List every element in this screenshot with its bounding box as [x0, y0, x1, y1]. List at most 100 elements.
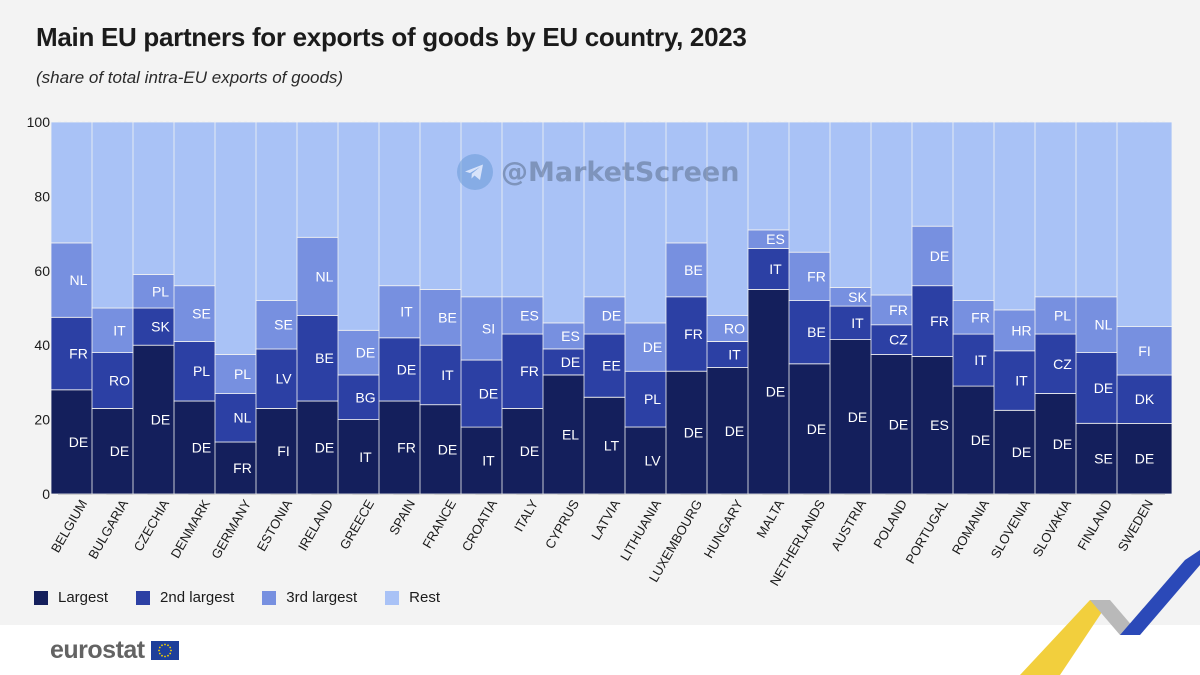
segment-label: NL: [316, 268, 334, 284]
segment-label: FR: [971, 309, 990, 325]
y-tick-label: 60: [34, 263, 50, 279]
segment-label: FR: [889, 302, 908, 318]
y-tick-label: 80: [34, 188, 50, 204]
segment-label: BE: [315, 350, 334, 366]
watermark-text: @MarketScreen: [501, 156, 740, 188]
x-tick-label: PORTUGAL: [902, 497, 951, 566]
segment-label: DK: [1135, 391, 1155, 407]
segment-label: FR: [684, 326, 703, 342]
x-tick-label: CROATIA: [459, 497, 501, 554]
segment-label: HR: [1011, 322, 1031, 338]
segment-label: BG: [355, 389, 375, 405]
segment-label: FI: [1138, 343, 1150, 359]
bars: DE FR NL DE RO IT DE SK PL DE PL SE FR NL PL FI LV SE DE BE…: [50, 121, 1173, 495]
segment-label: IT: [113, 322, 126, 338]
segment-label: DE: [69, 434, 88, 450]
chart-subtitle: (share of total intra-EU exports of good…: [36, 68, 344, 87]
x-tick-label: FRANCE: [419, 497, 459, 551]
segment-label: DE: [1012, 444, 1031, 460]
eurostat-logo: eurostat: [50, 636, 179, 665]
logo-text: eurostat: [50, 636, 145, 664]
watermark: @MarketScreen: [457, 154, 739, 190]
segment-label: DE: [766, 384, 785, 400]
segment-label: IT: [400, 304, 413, 320]
segment-label: DE: [520, 443, 539, 459]
segment-label: SK: [848, 289, 867, 305]
segment-label: DE: [643, 339, 662, 355]
segment-label: PL: [234, 366, 251, 382]
segment-label: DE: [192, 440, 211, 456]
segment-label: DE: [602, 307, 621, 323]
segment-label: FR: [520, 363, 539, 379]
x-tick-label: IRELAND: [295, 497, 336, 553]
segment-label: CZ: [1053, 356, 1072, 372]
footer: [0, 625, 1200, 675]
segment-label: IT: [482, 453, 495, 469]
segment-label: BE: [438, 309, 457, 325]
segment-label: PL: [644, 391, 661, 407]
x-tick-label: BULGARIA: [85, 497, 131, 562]
segment-label: FR: [807, 268, 826, 284]
segment-label: NL: [234, 410, 252, 426]
segment-label: DE: [561, 354, 580, 370]
segment-label: BE: [807, 324, 826, 340]
segment-label: PL: [193, 363, 210, 379]
chart-title: Main EU partners for exports of goods by…: [36, 22, 747, 52]
x-tick-label: MALTA: [753, 497, 787, 541]
x-tick-label: CZECHIA: [131, 497, 173, 554]
legend-item-3rd-largest: 3rd largest: [262, 589, 357, 606]
segment-label: IT: [974, 352, 987, 368]
x-tick-label: GERMANY: [208, 497, 254, 562]
segment-label: DE: [356, 345, 375, 361]
segment-label: DE: [684, 425, 703, 441]
legend-label: Largest: [58, 589, 109, 606]
segment-label: DE: [889, 416, 908, 432]
x-tick-label: HUNGARY: [701, 497, 747, 561]
x-tick-label: POLAND: [870, 497, 910, 551]
segment-label: BE: [684, 262, 703, 278]
segment-label: LT: [604, 438, 620, 454]
segment-label: DE: [438, 441, 457, 457]
x-tick-label: GREECE: [337, 497, 378, 552]
segment-label: ES: [561, 328, 580, 344]
segment-label: LV: [644, 453, 661, 469]
segment-label: IT: [1015, 373, 1028, 389]
x-tick-label: LITHUANIA: [617, 497, 664, 564]
x-tick-label: ESTONIA: [254, 497, 296, 554]
bar-segment-rest-sweden: [1116, 121, 1173, 328]
segment-label: PL: [1054, 307, 1071, 323]
x-tick-label: CYPRUS: [542, 497, 582, 552]
segment-label: ES: [766, 231, 785, 247]
segment-label: RO: [109, 373, 130, 389]
segment-label: LV: [275, 371, 292, 387]
segment-label: DE: [1135, 451, 1154, 467]
decorative-chevron-icon: [1020, 550, 1200, 675]
segment-label: DE: [479, 386, 498, 402]
legend-label: Rest: [409, 589, 440, 606]
bar-segment-largest-sweden: [1116, 422, 1173, 495]
stacked-bar-chart: 0 20 40 60 80 100 DE FR NL DE RO IT DE SK PL DE PL SE FR N…: [27, 114, 1173, 589]
segment-label: EL: [562, 427, 579, 443]
x-tick-label: AUSTRIA: [828, 497, 869, 554]
segment-label: CZ: [889, 332, 908, 348]
legend-item-largest: Largest: [34, 589, 108, 606]
segment-label: FR: [69, 346, 88, 362]
x-tick-label: LATVIA: [588, 497, 623, 543]
x-tick-label: DENMARK: [168, 497, 214, 561]
legend-label: 3rd largest: [286, 589, 358, 606]
y-tick-label: 100: [27, 114, 51, 130]
segment-label: DE: [315, 440, 334, 456]
segment-label: NL: [1095, 317, 1113, 333]
segment-label: FR: [930, 313, 949, 329]
segment-label: DE: [1094, 380, 1113, 396]
segment-label: IT: [769, 261, 782, 277]
legend: Largest 2nd largest 3rd largest Rest: [34, 589, 440, 606]
segment-label: FR: [233, 460, 252, 476]
segment-label: DE: [807, 421, 826, 437]
segment-label: IT: [851, 315, 864, 331]
telegram-icon: [457, 154, 493, 190]
x-tick-label: ITALY: [511, 497, 541, 534]
segment-label: IT: [359, 449, 372, 465]
